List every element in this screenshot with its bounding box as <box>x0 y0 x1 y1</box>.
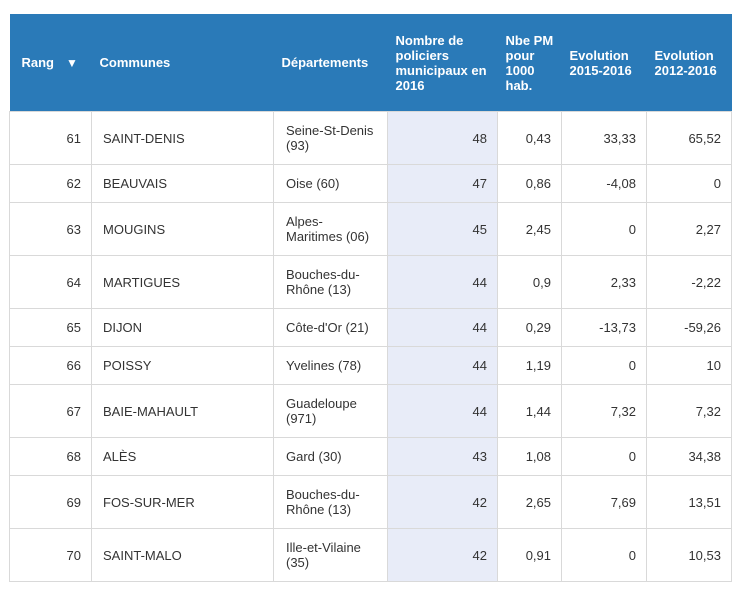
cell-evolution-2015-2016: 0 <box>561 346 647 385</box>
cell-rang: 61 <box>9 111 92 165</box>
cell-commune: BEAUVAIS <box>91 164 274 203</box>
cell-rang: 64 <box>9 255 92 309</box>
cell-commune: POISSY <box>91 346 274 385</box>
cell-evolution-2012-2016: 10 <box>646 346 732 385</box>
cell-evolution-2015-2016: 7,32 <box>561 384 647 438</box>
column-header-label: Nbe PM pour 1000 hab. <box>505 32 554 93</box>
cell-commune: SAINT-MALO <box>91 528 274 582</box>
cell-rang: 69 <box>9 475 92 529</box>
cell-evolution-2012-2016: 7,32 <box>646 384 732 438</box>
cell-departement: Bouches-du-Rhône (13) <box>273 475 388 529</box>
cell-commune: DIJON <box>91 308 274 347</box>
cell-commune: FOS-SUR-MER <box>91 475 274 529</box>
cell-evolution-2012-2016: 34,38 <box>646 437 732 476</box>
table-row: 66 POISSY Yvelines (78) 44 1,19 0 10 <box>9 346 732 385</box>
cell-evolution-2012-2016: -59,26 <box>646 308 732 347</box>
cell-departement: Guadeloupe (971) <box>273 384 388 438</box>
cell-rang: 65 <box>9 308 92 347</box>
cell-departement: Oise (60) <box>273 164 388 203</box>
table-row: 68 ALÈS Gard (30) 43 1,08 0 34,38 <box>9 437 732 476</box>
table-row: 61 SAINT-DENIS Seine-St-Denis (93) 48 0,… <box>9 111 732 165</box>
cell-policiers: 44 <box>387 255 498 309</box>
column-header-rang[interactable]: Rang ▼ <box>9 14 92 112</box>
cell-departement: Gard (30) <box>273 437 388 476</box>
cell-pour-1000: 0,9 <box>497 255 562 309</box>
cell-evolution-2015-2016: -4,08 <box>561 164 647 203</box>
cell-pour-1000: 1,44 <box>497 384 562 438</box>
table-row: 70 SAINT-MALO Ille-et-Vilaine (35) 42 0,… <box>9 528 732 582</box>
cell-policiers: 43 <box>387 437 498 476</box>
cell-evolution-2012-2016: 2,27 <box>646 202 732 256</box>
column-header-label: Evolution 2015-2016 <box>569 47 632 78</box>
cell-departement: Yvelines (78) <box>273 346 388 385</box>
cell-evolution-2015-2016: 33,33 <box>561 111 647 165</box>
cell-pour-1000: 0,91 <box>497 528 562 582</box>
cell-evolution-2015-2016: -13,73 <box>561 308 647 347</box>
cell-pour-1000: 2,45 <box>497 202 562 256</box>
cell-policiers: 42 <box>387 475 498 529</box>
ranking-table: Rang ▼ Communes Départements Nombre de po… <box>9 14 732 582</box>
cell-evolution-2015-2016: 0 <box>561 528 647 582</box>
cell-commune: ALÈS <box>91 437 274 476</box>
cell-commune: MOUGINS <box>91 202 274 256</box>
cell-commune: MARTIGUES <box>91 255 274 309</box>
cell-rang: 63 <box>9 202 92 256</box>
cell-evolution-2015-2016: 0 <box>561 202 647 256</box>
cell-evolution-2015-2016: 2,33 <box>561 255 647 309</box>
cell-commune: BAIE-MAHAULT <box>91 384 274 438</box>
cell-evolution-2012-2016: -2,22 <box>646 255 732 309</box>
column-header-pour-1000[interactable]: Nbe PM pour 1000 hab. <box>497 14 562 112</box>
cell-pour-1000: 0,43 <box>497 111 562 165</box>
cell-policiers: 42 <box>387 528 498 582</box>
column-header-label: Rang <box>21 54 55 70</box>
cell-commune: SAINT-DENIS <box>91 111 274 165</box>
cell-evolution-2012-2016: 13,51 <box>646 475 732 529</box>
column-header-policiers[interactable]: Nombre de policiers municipaux en 2016 <box>387 14 498 112</box>
table-row: 62 BEAUVAIS Oise (60) 47 0,86 -4,08 0 <box>9 164 732 203</box>
column-header-label: Communes <box>99 55 171 70</box>
column-header-evolution-2015-2016[interactable]: Evolution 2015-2016 <box>561 14 647 112</box>
cell-rang: 68 <box>9 437 92 476</box>
cell-departement: Ille-et-Vilaine (35) <box>273 528 388 582</box>
cell-evolution-2015-2016: 7,69 <box>561 475 647 529</box>
cell-policiers: 45 <box>387 202 498 256</box>
ranking-table-container: Rang ▼ Communes Départements Nombre de po… <box>9 14 732 582</box>
cell-pour-1000: 0,86 <box>497 164 562 203</box>
column-header-label: Evolution 2012-2016 <box>654 47 717 78</box>
cell-policiers: 44 <box>387 384 498 438</box>
table-row: 67 BAIE-MAHAULT Guadeloupe (971) 44 1,44… <box>9 384 732 438</box>
table-row: 64 MARTIGUES Bouches-du-Rhône (13) 44 0,… <box>9 255 732 309</box>
cell-departement: Alpes-Maritimes (06) <box>273 202 388 256</box>
column-header-label: Départements <box>281 55 369 70</box>
table-row: 63 MOUGINS Alpes-Maritimes (06) 45 2,45 … <box>9 202 732 256</box>
cell-departement: Seine-St-Denis (93) <box>273 111 388 165</box>
cell-evolution-2012-2016: 0 <box>646 164 732 203</box>
cell-departement: Bouches-du-Rhône (13) <box>273 255 388 309</box>
cell-rang: 67 <box>9 384 92 438</box>
cell-rang: 62 <box>9 164 92 203</box>
cell-evolution-2012-2016: 10,53 <box>646 528 732 582</box>
table-row: 65 DIJON Côte-d'Or (21) 44 0,29 -13,73 -… <box>9 308 732 347</box>
cell-evolution-2015-2016: 0 <box>561 437 647 476</box>
cell-departement: Côte-d'Or (21) <box>273 308 388 347</box>
header-row: Rang ▼ Communes Départements Nombre de po… <box>9 14 732 112</box>
cell-policiers: 44 <box>387 308 498 347</box>
cell-pour-1000: 0,29 <box>497 308 562 347</box>
column-header-label: Nombre de policiers municipaux en 2016 <box>395 32 487 93</box>
cell-pour-1000: 1,19 <box>497 346 562 385</box>
column-header-evolution-2012-2016[interactable]: Evolution 2012-2016 <box>646 14 732 112</box>
table-row: 69 FOS-SUR-MER Bouches-du-Rhône (13) 42 … <box>9 475 732 529</box>
cell-pour-1000: 2,65 <box>497 475 562 529</box>
column-header-departements[interactable]: Départements <box>273 14 388 112</box>
cell-policiers: 48 <box>387 111 498 165</box>
cell-policiers: 47 <box>387 164 498 203</box>
cell-rang: 66 <box>9 346 92 385</box>
cell-rang: 70 <box>9 528 92 582</box>
cell-evolution-2012-2016: 65,52 <box>646 111 732 165</box>
cell-policiers: 44 <box>387 346 498 385</box>
cell-pour-1000: 1,08 <box>497 437 562 476</box>
sort-down-triangle-icon[interactable]: ▼ <box>66 55 78 70</box>
column-header-communes[interactable]: Communes <box>91 14 274 112</box>
